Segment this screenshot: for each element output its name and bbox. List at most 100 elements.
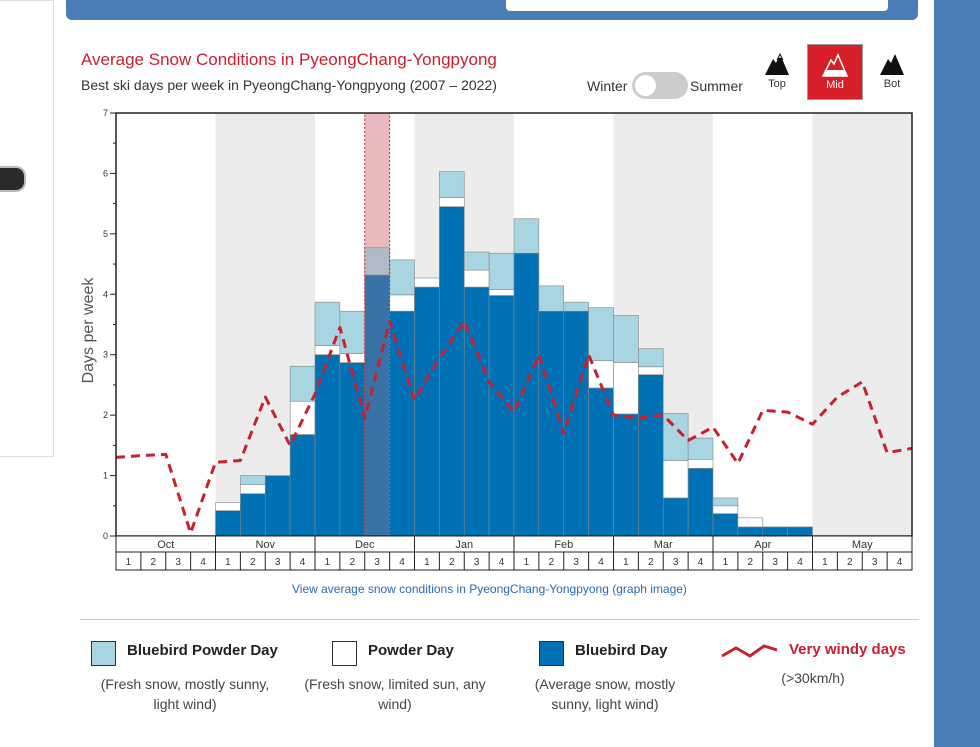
bar-powder-day	[687, 458, 714, 469]
bar-bluebird-powder-day	[463, 251, 490, 271]
week-label: 3	[872, 557, 878, 568]
bar-bluebird-day	[588, 387, 614, 537]
bar-bluebird-powder-day	[563, 301, 589, 312]
bar-bluebird-powder-day	[339, 310, 366, 354]
legend-desc-line: sunny, light wind)	[551, 696, 659, 712]
week-label: 3	[474, 557, 480, 568]
bar-powder-day	[439, 197, 465, 207]
resort-header-bar	[66, 0, 918, 20]
week-label: 2	[847, 557, 853, 568]
toggle-label-winter[interactable]: Winter	[587, 78, 628, 94]
week-label: 4	[200, 557, 206, 568]
chart-subtitle: Best ski days per week in PyeongChang-Yo…	[81, 77, 497, 93]
week-label: 1	[623, 557, 629, 568]
elevation-bot-button[interactable]: Bot	[864, 44, 920, 100]
bar-bluebird-day	[513, 252, 540, 537]
bar-bluebird-powder-day	[439, 171, 465, 198]
season-toggle[interactable]	[632, 72, 688, 99]
week-label: 3	[673, 557, 679, 568]
legend-swatch-powder	[332, 641, 357, 666]
page-right-strip	[934, 0, 980, 747]
week-label: 4	[399, 557, 405, 568]
bar-powder-day	[662, 460, 689, 499]
bar-bluebird-day	[488, 295, 515, 537]
chart-title: Average Snow Conditions in PyeongChang-Y…	[81, 50, 497, 69]
elevation-top-label: Top	[768, 78, 786, 90]
week-label: 4	[797, 557, 803, 568]
bar-bluebird-day	[613, 413, 639, 537]
elevation-top-button[interactable]: Top	[749, 44, 805, 100]
legend-desc-line: (Fresh snow, limited sun, any	[304, 676, 486, 692]
week-label: 4	[598, 557, 604, 568]
legend-desc-line: wind)	[378, 696, 412, 712]
week-label: 1	[524, 557, 530, 568]
bar-bluebird-powder-day	[712, 497, 739, 507]
mountain-top-icon	[765, 52, 789, 75]
elevation-mid-button[interactable]: Mid	[807, 44, 863, 100]
week-label: 2	[350, 557, 356, 568]
bar-powder-day	[215, 502, 241, 511]
week-label: 3	[374, 557, 380, 568]
bar-bluebird-powder-day	[488, 252, 515, 290]
bar-powder-day	[389, 294, 415, 312]
y-tick-label: 2	[103, 410, 108, 420]
snow-conditions-chart: 0 1 2 3 4 5 6 7 Days per week Oct 1 2 3 4 Nov 1 2 3 4 Dec 1 2…	[80, 108, 913, 571]
week-label: 1	[126, 557, 132, 568]
bar-powder-day	[712, 505, 739, 514]
bar-bluebird-day	[264, 475, 291, 537]
compare-input[interactable]	[506, 0, 888, 11]
week-label: 2	[549, 557, 555, 568]
bar-bluebird-day	[339, 362, 366, 537]
week-label: 2	[449, 557, 455, 568]
bar-bluebird-day	[687, 468, 714, 537]
graph-image-link[interactable]: View average snow conditions in PyeongCh…	[292, 582, 687, 596]
bar-bluebird-powder-day	[513, 218, 540, 254]
bar-powder-day	[339, 353, 366, 363]
mountain-mid-icon	[822, 53, 848, 77]
bar-bluebird-day	[712, 513, 739, 537]
month-label: Feb	[554, 539, 573, 551]
left-panel	[0, 0, 54, 457]
y-tick-label: 3	[103, 350, 108, 360]
month-label: May	[852, 539, 873, 551]
legend-swatch-bluebird-powder	[91, 641, 116, 666]
week-label: 4	[499, 557, 505, 568]
webcam-icon	[0, 168, 24, 190]
week-label: 4	[300, 557, 306, 568]
y-tick-label: 0	[103, 531, 108, 541]
bar-bluebird-day	[762, 526, 788, 537]
week-label: 1	[723, 557, 729, 568]
y-tick-label: 6	[103, 168, 108, 178]
month-label: Dec	[355, 539, 375, 551]
bar-powder-day	[240, 484, 266, 494]
legend-desc-line: light wind)	[153, 696, 217, 712]
bar-bluebird-powder-day	[638, 348, 664, 368]
week-label: 3	[772, 557, 778, 568]
toggle-label-summer[interactable]: Summer	[690, 78, 743, 94]
week-label: 2	[151, 557, 157, 568]
legend-desc-powder: (Fresh snow, limited sun, any wind)	[300, 674, 490, 714]
y-axis-label: Days per week	[80, 277, 97, 384]
week-label: 3	[275, 557, 281, 568]
bar-bluebird-day	[215, 510, 241, 537]
bar-bluebird-powder-day	[289, 365, 316, 402]
current-week-marker	[364, 112, 391, 537]
legend-name-bluebird: Bluebird Day	[575, 642, 668, 659]
month-label: Oct	[157, 539, 174, 551]
bar-powder-day	[613, 362, 639, 415]
bar-powder-day	[414, 277, 440, 288]
bar-powder-day	[488, 289, 515, 296]
week-label: 1	[822, 557, 828, 568]
elevation-bot-label: Bot	[883, 78, 901, 90]
mountain-bot-icon	[880, 54, 904, 75]
legend-desc-line: (Fresh snow, mostly sunny,	[100, 676, 270, 692]
bar-bluebird-powder-day	[240, 475, 266, 485]
windy-line-icon	[721, 644, 778, 658]
bar-bluebird-day	[787, 526, 813, 537]
legend-desc-windy: (>30km/h)	[778, 668, 848, 688]
y-tick-label: 5	[103, 229, 108, 239]
divider	[80, 619, 919, 620]
bar-bluebird-day	[638, 374, 664, 537]
legend-swatch-bluebird	[539, 641, 564, 666]
bar-powder-day	[463, 269, 490, 288]
